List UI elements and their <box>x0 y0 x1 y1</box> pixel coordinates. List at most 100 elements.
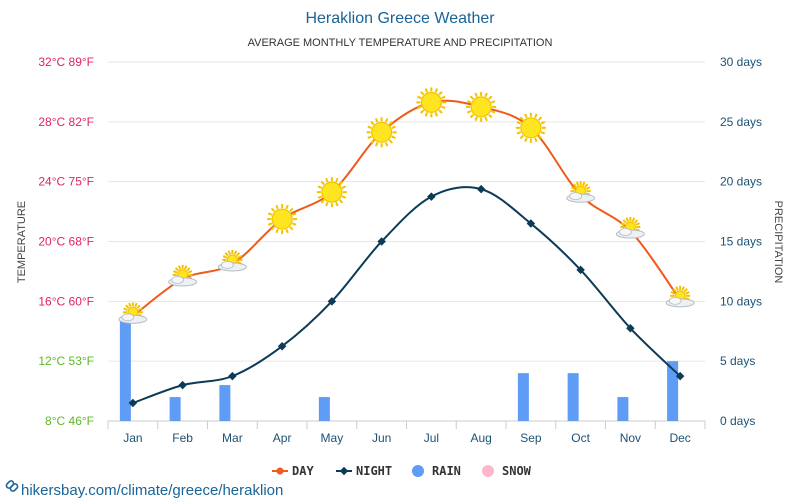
legend-marker <box>412 465 424 477</box>
sun-ray <box>370 120 375 126</box>
sun-ray <box>670 291 675 295</box>
sun-ray <box>524 137 528 143</box>
night-point <box>178 380 187 390</box>
sun-ray <box>275 228 279 234</box>
x-tick-label: Mar <box>222 431 243 445</box>
grid-lines <box>107 61 706 429</box>
sun-ray <box>338 180 344 186</box>
sun-ray <box>183 265 188 270</box>
sun-ray <box>285 204 289 210</box>
sun-ray <box>474 116 478 122</box>
partly-cloudy-icon <box>217 249 247 272</box>
sun-ray <box>438 109 443 114</box>
night-point <box>576 265 585 275</box>
rain-bar <box>169 397 181 421</box>
sun-ray <box>391 125 396 130</box>
sun-ray <box>631 217 636 222</box>
sun-ray <box>134 302 138 308</box>
source-url[interactable]: hikersbay.com/climate/greece/heraklion <box>21 482 283 499</box>
sun-ray <box>384 142 389 147</box>
sun-ray <box>490 100 496 104</box>
legend-label: RAIN <box>432 464 461 478</box>
sun-ray <box>388 139 393 144</box>
legend-label: SNOW <box>502 464 532 478</box>
x-tick-label: Apr <box>273 431 292 445</box>
cloud-puff <box>668 296 682 305</box>
legend-item-rain[interactable]: RAIN <box>412 464 461 478</box>
sun-ray <box>341 185 347 189</box>
sun-ray <box>237 255 242 259</box>
sun-ray <box>123 307 128 311</box>
sun-ray <box>519 116 524 121</box>
sun-ray <box>367 125 372 130</box>
sun-ray <box>417 105 422 110</box>
sun-ray <box>177 265 182 270</box>
sun-ray <box>384 118 389 123</box>
legend-marker <box>482 465 494 477</box>
y-left-tick-label: 20°C 68°F <box>38 235 94 249</box>
sun-ray <box>537 134 543 140</box>
sun-ray <box>585 186 591 190</box>
source-link[interactable]: hikersbay.com/climate/greece/heraklion <box>5 480 283 499</box>
sun-ray <box>338 199 344 204</box>
sun-ray <box>534 137 538 143</box>
sun-ray <box>466 100 472 104</box>
cloud-puff <box>121 313 135 322</box>
partly-cloudy-icon <box>168 264 198 287</box>
sun-ray <box>434 88 439 93</box>
night-point <box>427 192 436 201</box>
rain-bar <box>318 397 330 421</box>
sun-ray <box>187 270 193 274</box>
night-point <box>327 297 337 306</box>
x-tick-label: Nov <box>620 431 641 445</box>
sun-ray <box>275 204 279 210</box>
sun-ray <box>285 228 289 234</box>
sun-ray <box>136 304 141 309</box>
x-tick-label: Sep <box>520 431 542 445</box>
sun-disc <box>371 121 393 143</box>
sun-ray <box>575 181 580 186</box>
sun-ray <box>540 131 546 135</box>
rain-bars <box>119 319 679 421</box>
x-tick-label: Jul <box>424 431 439 445</box>
x-tick-label: Jun <box>372 431 391 445</box>
legend-item-snow[interactable]: SNOW <box>482 464 532 478</box>
legend-marker <box>276 467 284 475</box>
axis-ticks: 32°C 89°F 28°C 82°F 24°C 75°F 20°C 68°F 16°C… <box>38 55 762 445</box>
sun-ray <box>341 195 347 199</box>
rain-bar <box>667 361 679 421</box>
sun-ray <box>320 199 325 204</box>
sun-ray <box>622 219 627 224</box>
sun-ray <box>335 177 339 183</box>
day-line <box>132 99 681 318</box>
sun-ray <box>320 180 325 186</box>
legend-item-day[interactable]: DAY <box>272 464 314 478</box>
y-left-axis-label: TEMPERATURE <box>16 201 28 283</box>
sun-ray <box>681 286 685 291</box>
night-point <box>675 371 685 381</box>
sun-icon <box>515 112 546 143</box>
x-tick-label: Jan <box>123 431 142 445</box>
sun-ray <box>540 121 546 125</box>
sun-ray <box>227 250 232 255</box>
y-left-tick-label: 28°C 82°F <box>38 115 94 129</box>
chart-title: Heraklion Greece Weather <box>305 10 495 27</box>
night-point <box>377 237 386 246</box>
sun-ray <box>469 113 475 119</box>
night-line <box>132 186 681 404</box>
legend-item-night[interactable]: NIGHT <box>336 464 392 478</box>
sun-ray <box>374 118 379 123</box>
y-right-tick-label: 15 days <box>720 235 762 249</box>
sun-ray <box>581 181 586 186</box>
y-right-tick-label: 10 days <box>720 294 762 308</box>
night-point <box>128 398 138 408</box>
sun-ray <box>420 91 425 96</box>
sun-ray <box>317 185 323 189</box>
rain-bar <box>567 373 579 421</box>
sun-ray <box>441 105 446 110</box>
sun-ray <box>325 201 329 207</box>
sun-ray <box>374 142 379 147</box>
sun-ray <box>675 286 679 291</box>
y-right-tick-label: 25 days <box>720 115 762 129</box>
